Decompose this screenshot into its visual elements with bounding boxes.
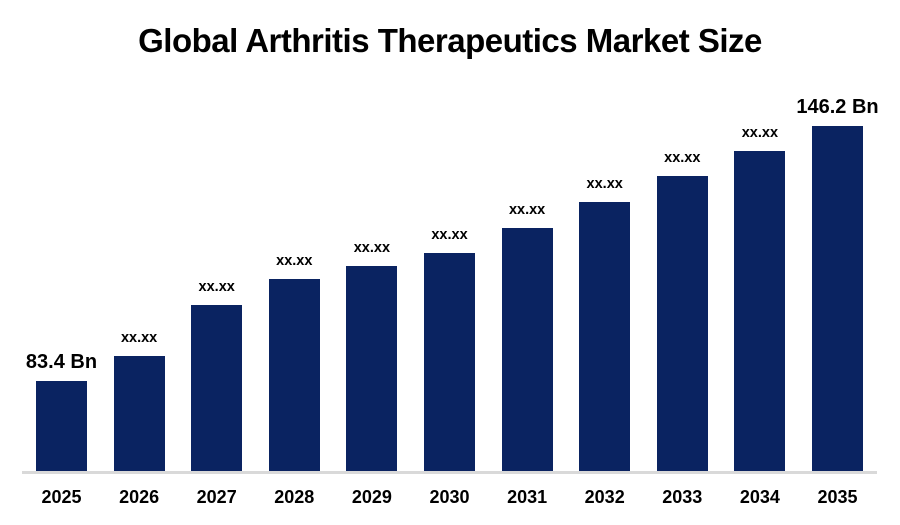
x-tick-label-2028: 2028 bbox=[274, 487, 315, 507]
bar-2027 bbox=[191, 305, 243, 471]
bar-2033 bbox=[656, 176, 708, 471]
x-tick-label-2030: 2030 bbox=[429, 487, 470, 507]
bar-2030 bbox=[424, 253, 475, 471]
bar-2025 bbox=[36, 381, 87, 471]
x-tick-label-2032: 2032 bbox=[584, 487, 625, 507]
bar-value-label-2026: xx.xx bbox=[120, 329, 158, 346]
bar-value-label-2033: xx.xx bbox=[664, 149, 701, 166]
x-axis-line bbox=[22, 471, 877, 474]
bar-value-label-2025: 83.4 Bn bbox=[25, 351, 98, 373]
bar-value-label-2028: xx.xx bbox=[276, 252, 313, 269]
x-tick-label-2029: 2029 bbox=[351, 487, 392, 507]
bar-2029 bbox=[346, 266, 398, 471]
x-tick-label-2034: 2034 bbox=[739, 487, 780, 507]
bar-value-label-2030: xx.xx bbox=[431, 226, 468, 243]
x-tick-label-2026: 2026 bbox=[119, 487, 160, 507]
bar-2028 bbox=[268, 279, 320, 471]
x-tick-label-2035: 2035 bbox=[817, 487, 858, 507]
bar-2031 bbox=[501, 228, 553, 471]
bar-value-label-2029: xx.xx bbox=[353, 239, 391, 256]
bar-value-label-2034: xx.xx bbox=[741, 124, 779, 141]
x-tick-label-2031: 2031 bbox=[507, 487, 548, 507]
bar-2026 bbox=[113, 356, 165, 471]
bar-value-label-2035: 146.2 Bn bbox=[796, 96, 879, 118]
x-tick-label-2027: 2027 bbox=[196, 487, 237, 507]
x-tick-label-2025: 2025 bbox=[41, 487, 82, 507]
x-tick-label-2033: 2033 bbox=[662, 487, 703, 507]
bar-2034 bbox=[734, 151, 786, 471]
bar-value-label-2031: xx.xx bbox=[508, 201, 546, 218]
bar-2032 bbox=[579, 202, 631, 471]
bar-value-label-2032: xx.xx bbox=[586, 175, 623, 192]
bar-2035 bbox=[812, 126, 863, 471]
bar-value-label-2027: xx.xx bbox=[198, 278, 235, 295]
chart-title: Global Arthritis Therapeutics Market Siz… bbox=[138, 22, 762, 59]
